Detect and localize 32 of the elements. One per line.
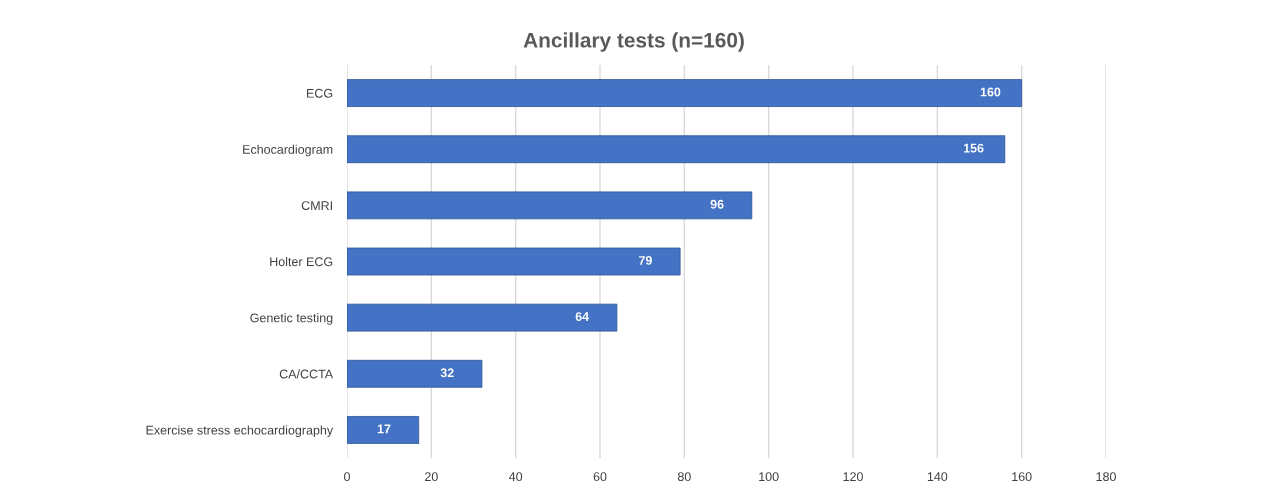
x-tick-label: 100 [759,472,779,482]
bar [347,247,681,276]
bar [347,79,1023,107]
y-tick-label: Holter ECG [270,256,333,267]
x-tick-label: 0 [344,472,350,482]
data-label: 17 [377,424,391,434]
x-tick-label: 160 [1012,472,1032,482]
x-tick-label: 180 [1096,472,1116,482]
x-tick-label: 20 [425,472,438,482]
data-label: 160 [980,87,1001,97]
x-tick-label: 120 [843,472,863,482]
data-label: 32 [440,368,454,378]
data-label: 156 [963,143,984,153]
y-tick-label: ECG [307,88,333,98]
bar [347,191,753,220]
y-tick-label: CMRI [301,201,332,211]
x-tick-label: 140 [927,472,948,482]
data-label: 64 [575,312,590,321]
y-tick-label: Genetic testing [250,313,333,325]
chart-title: Ancillary tests (n=160) [523,32,744,52]
bar [347,416,420,444]
bar [347,359,483,388]
y-tick-label: CA/CCTA [279,369,334,379]
bar [347,135,1006,164]
bar [347,303,618,332]
x-tick-label: 40 [509,472,523,482]
y-tick-label: Echocardiogram [243,144,333,157]
x-tick-label: 80 [677,472,691,482]
x-tick-label: 60 [593,472,607,482]
y-tick-label: Exercise stress echocardiography [146,425,334,438]
data-label: 96 [710,199,724,209]
data-label: 79 [638,256,652,265]
